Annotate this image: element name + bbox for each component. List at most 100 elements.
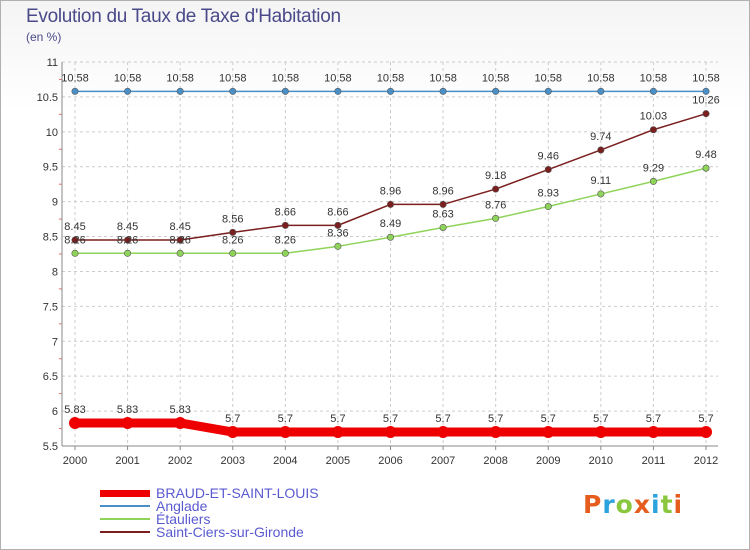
data-point — [544, 166, 552, 174]
x-tick-label: 2007 — [431, 455, 455, 467]
x-tick-label: 2012 — [694, 455, 718, 467]
y-tick-label: 11 — [47, 57, 58, 69]
x-tick-label: 2005 — [326, 455, 350, 467]
data-label: 10.58 — [482, 72, 510, 84]
data-point — [649, 87, 657, 95]
x-tick-label: 2009 — [536, 455, 560, 467]
legend-item: BRAUD-ET-SAINT-LOUIS — [100, 485, 400, 502]
data-point — [279, 426, 292, 439]
data-point — [229, 87, 237, 95]
x-tick-label: 2000 — [63, 455, 87, 467]
data-label: 5.7 — [646, 413, 661, 425]
data-label: 8.26 — [275, 234, 296, 246]
logo-letter: o — [615, 490, 634, 519]
data-label: 8.45 — [169, 221, 190, 233]
data-label: 8.26 — [117, 234, 138, 246]
proxiti-logo: Proxiti — [583, 490, 683, 519]
legend-label: Anglade — [156, 498, 208, 514]
data-point — [492, 87, 500, 95]
data-point — [121, 416, 134, 429]
data-point — [124, 87, 132, 95]
data-label: 8.96 — [432, 185, 453, 197]
data-label: 9.18 — [485, 170, 506, 182]
data-label: 8.26 — [222, 234, 243, 246]
data-label: 9.11 — [591, 175, 612, 187]
data-label: 10.58 — [587, 72, 615, 84]
x-tick-label: 2002 — [168, 455, 192, 467]
logo-letter: r — [602, 490, 616, 519]
data-point — [226, 426, 239, 439]
data-label: 5.83 — [117, 404, 138, 416]
data-label: 5.7 — [330, 413, 345, 425]
data-label: 5.83 — [64, 404, 85, 416]
data-label: 10.58 — [219, 72, 247, 84]
data-point — [334, 242, 342, 250]
data-label: 5.7 — [593, 413, 608, 425]
data-label: 5.83 — [169, 404, 190, 416]
x-tick-label: 2010 — [589, 455, 613, 467]
data-point — [229, 228, 237, 236]
data-label: 8.66 — [275, 206, 296, 218]
data-label: 5.7 — [488, 413, 503, 425]
data-point — [174, 416, 187, 429]
data-label: 8.93 — [538, 188, 559, 200]
y-tick-label: 5.5 — [43, 441, 58, 453]
data-point — [71, 236, 79, 244]
data-label: 8.63 — [432, 208, 453, 220]
y-tick-label: 6.5 — [43, 371, 58, 383]
data-label: 5.7 — [383, 413, 398, 425]
data-point — [492, 185, 500, 193]
data-point — [702, 164, 710, 172]
data-label: 8.66 — [327, 206, 348, 218]
legend-label: Étauliers — [156, 511, 211, 527]
legend-item: Anglade — [100, 498, 400, 515]
data-point — [439, 223, 447, 231]
data-point — [542, 426, 555, 439]
data-label: 8.56 — [222, 213, 243, 225]
data-label: 10.58 — [377, 72, 405, 84]
data-label: 8.26 — [169, 234, 190, 246]
x-tick-label: 2011 — [642, 455, 666, 467]
logo-letter: i — [673, 490, 684, 519]
data-point — [334, 87, 342, 95]
x-tick-label: 2006 — [378, 455, 402, 467]
data-point — [176, 87, 184, 95]
chart-title: Evolution du Taux de Taxe d'Habitation — [26, 6, 341, 27]
data-point — [544, 203, 552, 211]
data-point — [71, 249, 79, 257]
legend-swatch — [100, 531, 150, 533]
logo-letter: t — [660, 490, 674, 519]
data-label: 8.36 — [327, 227, 348, 239]
data-point — [489, 426, 502, 439]
y-tick-label: 9.5 — [43, 162, 58, 174]
legend-swatch — [100, 489, 150, 497]
data-label: 10.58 — [640, 72, 668, 84]
data-point — [386, 200, 394, 208]
chart-subtitle: (en %) — [26, 30, 62, 44]
legend-swatch — [100, 518, 150, 520]
data-point — [702, 87, 710, 95]
data-label: 5.7 — [278, 413, 293, 425]
data-label: 8.45 — [117, 221, 138, 233]
data-point — [597, 146, 605, 154]
data-point — [647, 426, 660, 439]
logo-letter: P — [583, 490, 603, 519]
data-point — [702, 110, 710, 118]
logo-letter: x — [633, 490, 651, 519]
data-point — [69, 416, 81, 429]
x-tick-label: 2001 — [115, 455, 139, 467]
data-point — [384, 426, 397, 439]
data-point — [281, 221, 289, 229]
y-tick-label: 6 — [52, 406, 58, 418]
x-tick-label: 2003 — [221, 455, 245, 467]
data-label: 10.58 — [166, 72, 194, 84]
y-tick-label: 8 — [52, 266, 58, 278]
data-point — [437, 426, 450, 439]
y-tick-label: 10 — [46, 127, 58, 139]
data-label: 10.58 — [61, 72, 89, 84]
data-point — [124, 249, 132, 257]
legend-swatch — [100, 505, 150, 507]
data-label: 5.7 — [225, 413, 240, 425]
data-point — [649, 177, 657, 185]
